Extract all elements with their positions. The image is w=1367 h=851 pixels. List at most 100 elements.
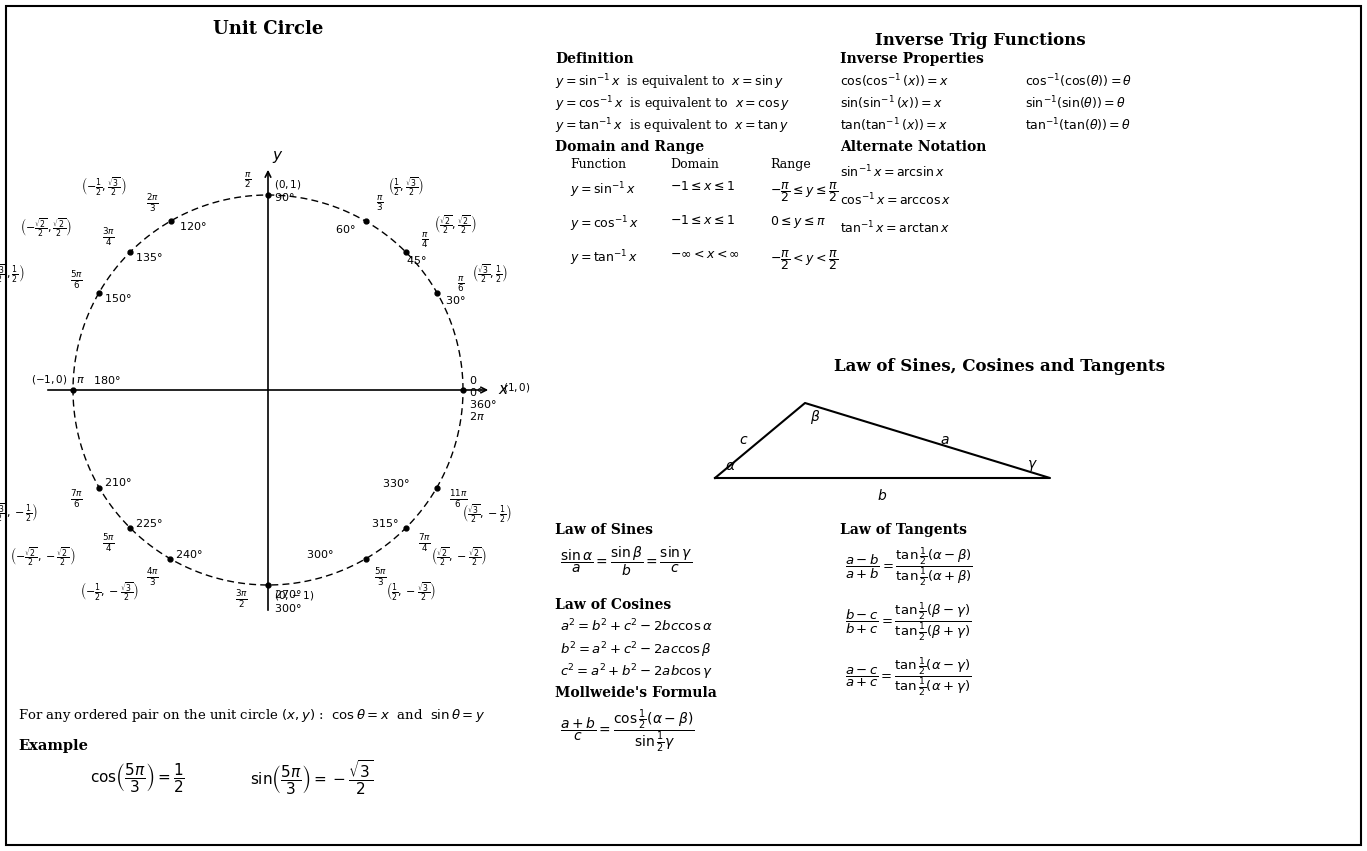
- Text: $\left(-\frac{\sqrt{2}}{2},-\frac{\sqrt{2}}{2}\right)$: $\left(-\frac{\sqrt{2}}{2},-\frac{\sqrt{…: [10, 545, 75, 567]
- Text: $\sin\!\left(\sin^{-1}(x)\right)=x$: $\sin\!\left(\sin^{-1}(x)\right)=x$: [839, 94, 943, 111]
- Text: $\dfrac{a-c}{a+c}=\dfrac{\tan\frac{1}{2}(\alpha-\gamma)}{\tan\frac{1}{2}(\alpha+: $\dfrac{a-c}{a+c}=\dfrac{\tan\frac{1}{2}…: [845, 655, 971, 698]
- Text: $y$: $y$: [272, 149, 283, 165]
- Text: $\left(\frac{1}{2},-\frac{\sqrt{3}}{2}\right)$: $\left(\frac{1}{2},-\frac{\sqrt{3}}{2}\r…: [385, 580, 436, 602]
- Text: $\cos\!\left(\cos^{-1}(x)\right)=x$: $\cos\!\left(\cos^{-1}(x)\right)=x$: [839, 72, 949, 89]
- Text: Law of Sines: Law of Sines: [555, 523, 653, 537]
- Text: $y=\tan^{-1}x$: $y=\tan^{-1}x$: [570, 248, 638, 267]
- Text: $300°$: $300°$: [305, 548, 334, 560]
- Text: $225°$: $225°$: [135, 517, 163, 528]
- Text: $\frac{2\pi}{3}$: $\frac{2\pi}{3}$: [145, 192, 159, 214]
- Text: $\frac{4\pi}{3}$: $\frac{4\pi}{3}$: [145, 566, 159, 588]
- Text: $2\pi$: $2\pi$: [469, 410, 485, 422]
- Text: $\dfrac{a-b}{a+b}=\dfrac{\tan\frac{1}{2}(\alpha-\beta)}{\tan\frac{1}{2}(\alpha+\: $\dfrac{a-b}{a+b}=\dfrac{\tan\frac{1}{2}…: [845, 545, 973, 588]
- Text: Example: Example: [18, 739, 87, 753]
- Text: $\frac{5\pi}{3}$: $\frac{5\pi}{3}$: [373, 566, 387, 588]
- Text: For any ordered pair on the unit circle $(x, y)$ :  $\cos\theta = x$  and  $\sin: For any ordered pair on the unit circle …: [18, 707, 485, 724]
- Text: $\frac{3\pi}{2}$: $\frac{3\pi}{2}$: [235, 588, 247, 610]
- Text: $\tan^{-1}x=\arctan x$: $\tan^{-1}x=\arctan x$: [839, 220, 950, 237]
- Text: $\gamma$: $\gamma$: [1027, 458, 1038, 473]
- FancyBboxPatch shape: [5, 6, 1362, 845]
- Text: $-\infty < x < \infty$: $-\infty < x < \infty$: [670, 248, 740, 261]
- Text: Domain and Range: Domain and Range: [555, 140, 704, 154]
- Text: $\dfrac{b-c}{b+c}=\dfrac{\tan\frac{1}{2}(\beta-\gamma)}{\tan\frac{1}{2}(\beta+\g: $\dfrac{b-c}{b+c}=\dfrac{\tan\frac{1}{2}…: [845, 600, 971, 643]
- Text: Law of Cosines: Law of Cosines: [555, 598, 671, 612]
- Text: $\frac{\pi}{2}$: $\frac{\pi}{2}$: [245, 171, 252, 190]
- Text: $\left(\frac{\sqrt{3}}{2},-\frac{1}{2}\right)$: $\left(\frac{\sqrt{3}}{2},-\frac{1}{2}\r…: [462, 501, 511, 523]
- Text: $\left(-\frac{1}{2},\frac{\sqrt{3}}{2}\right)$: $\left(-\frac{1}{2},\frac{\sqrt{3}}{2}\r…: [81, 175, 126, 197]
- Text: $\alpha$: $\alpha$: [725, 459, 735, 473]
- Text: $60°$: $60°$: [335, 223, 355, 235]
- Text: $360°$: $360°$: [469, 398, 496, 410]
- Text: $135°$: $135°$: [135, 251, 163, 263]
- Text: $c$: $c$: [738, 433, 748, 448]
- Text: $\frac{7\pi}{6}$: $\frac{7\pi}{6}$: [70, 488, 83, 511]
- Text: $\sin^{-1}\!\left(\sin(\theta)\right)=\theta$: $\sin^{-1}\!\left(\sin(\theta)\right)=\t…: [1025, 94, 1126, 111]
- Text: $\dfrac{a+b}{c}=\dfrac{\cos\frac{1}{2}(\alpha-\beta)}{\sin\frac{1}{2}\gamma}$: $\dfrac{a+b}{c}=\dfrac{\cos\frac{1}{2}(\…: [560, 708, 694, 755]
- Text: $\beta$: $\beta$: [811, 408, 820, 426]
- Text: $30°$: $30°$: [444, 294, 466, 306]
- Text: $270°$: $270°$: [273, 588, 302, 600]
- Text: $90°$: $90°$: [273, 191, 295, 203]
- Text: Inverse Properties: Inverse Properties: [839, 52, 984, 66]
- Text: $b^2=a^2+c^2-2ac\cos\beta$: $b^2=a^2+c^2-2ac\cos\beta$: [560, 640, 712, 660]
- Text: Domain: Domain: [670, 158, 719, 171]
- Text: $\left(\frac{\sqrt{2}}{2},\frac{\sqrt{2}}{2}\right)$: $\left(\frac{\sqrt{2}}{2},\frac{\sqrt{2}…: [433, 213, 476, 235]
- Text: $45°$: $45°$: [406, 254, 427, 266]
- Text: $(1,0)$: $(1,0)$: [503, 380, 530, 393]
- Text: $(0,-1)$: $(0,-1)$: [273, 589, 314, 602]
- Text: $y=\tan^{-1}x$  is equivalent to  $x=\tan y$: $y=\tan^{-1}x$ is equivalent to $x=\tan …: [555, 116, 789, 135]
- Text: $180°$: $180°$: [93, 374, 120, 386]
- Text: $\frac{\pi}{6}$: $\frac{\pi}{6}$: [457, 275, 465, 294]
- Text: $\frac{5\pi}{4}$: $\frac{5\pi}{4}$: [103, 532, 115, 554]
- Text: $\tan\!\left(\tan^{-1}(x)\right)=x$: $\tan\!\left(\tan^{-1}(x)\right)=x$: [839, 116, 949, 134]
- Text: $\cos\!\left(\dfrac{5\pi}{3}\right)=\dfrac{1}{2}$: $\cos\!\left(\dfrac{5\pi}{3}\right)=\dfr…: [90, 762, 185, 795]
- Text: $-\dfrac{\pi}{2}<y<\dfrac{\pi}{2}$: $-\dfrac{\pi}{2}<y<\dfrac{\pi}{2}$: [770, 248, 838, 272]
- Text: $(-1,0)$: $(-1,0)$: [30, 374, 67, 386]
- Text: $\frac{3\pi}{4}$: $\frac{3\pi}{4}$: [103, 226, 115, 248]
- Text: Law of Sines, Cosines and Tangents: Law of Sines, Cosines and Tangents: [834, 358, 1166, 375]
- Text: $b$: $b$: [878, 488, 887, 503]
- Text: $\left(\frac{\sqrt{2}}{2},-\frac{\sqrt{2}}{2}\right)$: $\left(\frac{\sqrt{2}}{2},-\frac{\sqrt{2…: [431, 545, 487, 567]
- Text: $y=\cos^{-1}x$  is equivalent to  $x=\cos y$: $y=\cos^{-1}x$ is equivalent to $x=\cos …: [555, 94, 790, 113]
- Text: $\left(\frac{\sqrt{3}}{2},\frac{1}{2}\right)$: $\left(\frac{\sqrt{3}}{2},\frac{1}{2}\ri…: [472, 261, 509, 283]
- Text: $y=\sin^{-1}x$  is equivalent to  $x=\sin y$: $y=\sin^{-1}x$ is equivalent to $x=\sin …: [555, 72, 785, 92]
- Text: $0\leq y\leq\pi$: $0\leq y\leq\pi$: [770, 214, 826, 230]
- Text: $-\dfrac{\pi}{2}\leq y\leq\dfrac{\pi}{2}$: $-\dfrac{\pi}{2}\leq y\leq\dfrac{\pi}{2}…: [770, 180, 838, 204]
- Text: $\cos^{-1}\!\left(\cos(\theta)\right)=\theta$: $\cos^{-1}\!\left(\cos(\theta)\right)=\t…: [1025, 72, 1132, 89]
- Text: Unit Circle: Unit Circle: [213, 20, 323, 38]
- Text: $0$: $0$: [469, 374, 477, 386]
- Text: $-1\leq x\leq 1$: $-1\leq x\leq 1$: [670, 180, 735, 193]
- Text: $\frac{5\pi}{6}$: $\frac{5\pi}{6}$: [70, 270, 83, 291]
- Text: $\cos^{-1}x=\arccos x$: $\cos^{-1}x=\arccos x$: [839, 192, 951, 208]
- Text: $a$: $a$: [939, 433, 949, 448]
- Text: $0°$: $0°$: [469, 386, 483, 398]
- Text: $\left(-\frac{1}{2},-\frac{\sqrt{3}}{2}\right)$: $\left(-\frac{1}{2},-\frac{\sqrt{3}}{2}\…: [81, 580, 139, 602]
- Text: $\dfrac{\sin\alpha}{a}=\dfrac{\sin\beta}{b}=\dfrac{\sin\gamma}{c}$: $\dfrac{\sin\alpha}{a}=\dfrac{\sin\beta}…: [560, 545, 693, 579]
- Text: $\sin\!\left(\dfrac{5\pi}{3}\right)=-\dfrac{\sqrt{3}}{2}$: $\sin\!\left(\dfrac{5\pi}{3}\right)=-\df…: [250, 758, 373, 797]
- Text: $-1\leq x\leq 1$: $-1\leq x\leq 1$: [670, 214, 735, 227]
- Text: $\left(-\frac{\sqrt{3}}{2},\frac{1}{2}\right)$: $\left(-\frac{\sqrt{3}}{2},\frac{1}{2}\r…: [0, 261, 25, 283]
- Text: Mollweide's Formula: Mollweide's Formula: [555, 686, 716, 700]
- Text: $\left(-\frac{\sqrt{3}}{2},-\frac{1}{2}\right)$: $\left(-\frac{\sqrt{3}}{2},-\frac{1}{2}\…: [0, 501, 38, 523]
- Text: $\frac{\pi}{4}$: $\frac{\pi}{4}$: [421, 231, 428, 249]
- Text: Law of Tangents: Law of Tangents: [839, 523, 966, 537]
- Text: $240°$: $240°$: [175, 548, 204, 560]
- Text: $315°$: $315°$: [370, 517, 399, 528]
- Text: $a^2=b^2+c^2-2bc\cos\alpha$: $a^2=b^2+c^2-2bc\cos\alpha$: [560, 618, 712, 635]
- Text: $x$: $x$: [498, 383, 510, 397]
- Text: Inverse Trig Functions: Inverse Trig Functions: [875, 32, 1085, 49]
- Text: $300°$: $300°$: [273, 602, 302, 614]
- Text: $\left(-\frac{\sqrt{2}}{2},\frac{\sqrt{2}}{2}\right)$: $\left(-\frac{\sqrt{2}}{2},\frac{\sqrt{2…: [21, 216, 72, 238]
- Text: $c^2=a^2+b^2-2ab\cos\gamma$: $c^2=a^2+b^2-2ab\cos\gamma$: [560, 662, 714, 682]
- Text: Definition: Definition: [555, 52, 634, 66]
- Text: $120°$: $120°$: [179, 220, 206, 232]
- Text: $\left(\frac{1}{2},\frac{\sqrt{3}}{2}\right)$: $\left(\frac{1}{2},\frac{\sqrt{3}}{2}\ri…: [387, 175, 424, 197]
- Text: $\sin^{-1}x=\arcsin x$: $\sin^{-1}x=\arcsin x$: [839, 164, 945, 180]
- Text: $\frac{7\pi}{4}$: $\frac{7\pi}{4}$: [418, 532, 431, 554]
- Text: $330°$: $330°$: [381, 477, 410, 488]
- Text: $\tan^{-1}\!\left(\tan(\theta)\right)=\theta$: $\tan^{-1}\!\left(\tan(\theta)\right)=\t…: [1025, 116, 1132, 134]
- Text: $210°$: $210°$: [104, 477, 131, 488]
- Text: Function: Function: [570, 158, 626, 171]
- Text: $\frac{11\pi}{6}$: $\frac{11\pi}{6}$: [448, 488, 468, 511]
- Text: Range: Range: [770, 158, 811, 171]
